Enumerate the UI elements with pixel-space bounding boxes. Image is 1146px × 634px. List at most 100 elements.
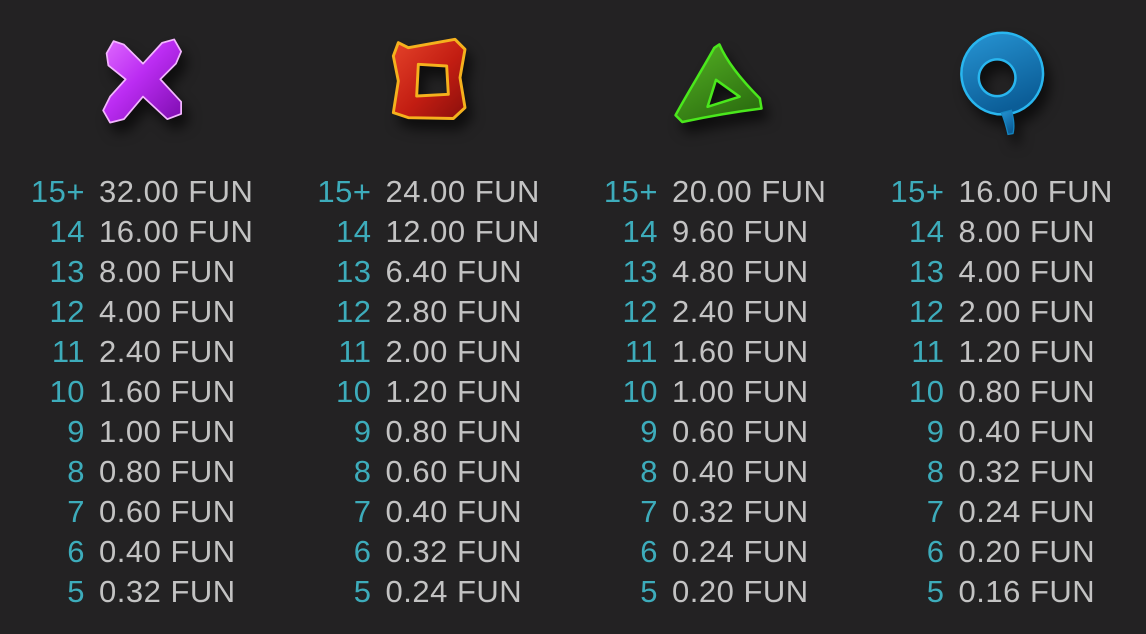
- paytable-column-square: 15+ 24.00 FUN 14 12.00 FUN 13 6.40 FUN 1…: [287, 0, 574, 634]
- match-count: 12: [49, 294, 85, 329]
- payout-value: 4.00 FUN: [958, 254, 1096, 289]
- payout-value: 32.00 FUN: [99, 174, 254, 209]
- paytable-row: 15+ 20.00 FUN: [573, 172, 860, 212]
- paytable-row: 11 2.00 FUN: [287, 332, 574, 372]
- match-count: 12: [336, 294, 372, 329]
- paytable-row: 6 0.32 FUN: [287, 532, 574, 572]
- payout-value: 0.20 FUN: [672, 574, 809, 609]
- payout-value: 16.00 FUN: [958, 174, 1113, 209]
- paytable-row: 13 8.00 FUN: [0, 252, 287, 292]
- match-count: 13: [909, 254, 945, 289]
- paytable-rows: 15+ 24.00 FUN 14 12.00 FUN 13 6.40 FUN 1…: [287, 172, 574, 612]
- paytable-row: 7 0.32 FUN: [573, 492, 860, 532]
- paytable-row: 13 6.40 FUN: [287, 252, 574, 292]
- paytable-row: 5 0.32 FUN: [0, 572, 287, 612]
- payout-value: 0.32 FUN: [99, 574, 236, 609]
- paytable-row: 8 0.40 FUN: [573, 452, 860, 492]
- payout-value: 2.40 FUN: [672, 294, 809, 329]
- match-count: 5: [353, 574, 372, 609]
- payout-value: 0.80 FUN: [99, 454, 236, 489]
- paytable-rows: 15+ 32.00 FUN 14 16.00 FUN 13 8.00 FUN 1…: [0, 172, 287, 612]
- paytable-row: 8 0.60 FUN: [287, 452, 574, 492]
- payout-value: 4.80 FUN: [672, 254, 809, 289]
- match-count: 7: [926, 494, 945, 529]
- paytable-column-triangle: 15+ 20.00 FUN 14 9.60 FUN 13 4.80 FUN 12…: [573, 0, 860, 634]
- match-count: 11: [338, 334, 372, 369]
- payout-value: 0.60 FUN: [672, 414, 809, 449]
- payout-value: 0.40 FUN: [958, 414, 1096, 449]
- paytable-rows: 15+ 20.00 FUN 14 9.60 FUN 13 4.80 FUN 12…: [573, 172, 860, 612]
- payout-value: 24.00 FUN: [385, 174, 540, 209]
- payout-value: 20.00 FUN: [672, 174, 827, 209]
- paytable-row: 10 1.20 FUN: [287, 372, 574, 412]
- payout-value: 1.00 FUN: [672, 374, 809, 409]
- match-count: 6: [926, 534, 945, 569]
- payout-value: 0.80 FUN: [958, 374, 1096, 409]
- payout-value: 0.24 FUN: [672, 534, 809, 569]
- payout-value: 2.00 FUN: [385, 334, 523, 369]
- match-count: 15+: [317, 174, 372, 209]
- payout-value: 8.00 FUN: [958, 214, 1096, 249]
- payout-value: 1.00 FUN: [99, 414, 236, 449]
- paytable-row: 9 1.00 FUN: [0, 412, 287, 452]
- paytable-row: 14 9.60 FUN: [573, 212, 860, 252]
- match-count: 15+: [30, 174, 85, 209]
- payout-value: 1.60 FUN: [99, 374, 236, 409]
- match-count: 9: [67, 414, 85, 449]
- payout-value: 0.20 FUN: [958, 534, 1096, 569]
- match-count: 9: [640, 414, 658, 449]
- match-count: 8: [926, 454, 945, 489]
- payout-value: 0.40 FUN: [99, 534, 236, 569]
- payout-value: 0.60 FUN: [99, 494, 236, 529]
- payout-value: 0.24 FUN: [958, 494, 1096, 529]
- match-count: 14: [622, 214, 658, 249]
- match-count: 15+: [603, 174, 658, 209]
- match-count: 15+: [890, 174, 945, 209]
- paytable-column-cross: 15+ 32.00 FUN 14 16.00 FUN 13 8.00 FUN 1…: [0, 0, 287, 634]
- paytable-row: 12 4.00 FUN: [0, 292, 287, 332]
- payout-value: 2.40 FUN: [99, 334, 236, 369]
- paytable-row: 9 0.80 FUN: [287, 412, 574, 452]
- paytable-row: 11 1.20 FUN: [860, 332, 1146, 372]
- match-count: 10: [622, 374, 658, 409]
- match-count: 10: [49, 374, 85, 409]
- match-count: 5: [640, 574, 658, 609]
- match-count: 11: [624, 334, 658, 369]
- payout-value: 8.00 FUN: [99, 254, 236, 289]
- payout-value: 9.60 FUN: [672, 214, 809, 249]
- paytable-row: 14 8.00 FUN: [860, 212, 1146, 252]
- paytable-row: 12 2.80 FUN: [287, 292, 574, 332]
- match-count: 10: [336, 374, 372, 409]
- match-count: 5: [926, 574, 945, 609]
- payout-value: 0.40 FUN: [672, 454, 809, 489]
- paytable-rows: 15+ 16.00 FUN 14 8.00 FUN 13 4.00 FUN 12…: [860, 172, 1146, 612]
- green-triangle-icon: [657, 6, 775, 156]
- paytable-row: 10 1.60 FUN: [0, 372, 287, 412]
- match-count: 9: [353, 414, 372, 449]
- match-count: 11: [911, 334, 945, 369]
- payout-value: 0.32 FUN: [958, 454, 1096, 489]
- paytable-row: 6 0.20 FUN: [860, 532, 1146, 572]
- paytable-row: 13 4.00 FUN: [860, 252, 1146, 292]
- paytable-row: 8 0.80 FUN: [0, 452, 287, 492]
- payout-value: 4.00 FUN: [99, 294, 236, 329]
- paytable-row: 15+ 32.00 FUN: [0, 172, 287, 212]
- paytable-row: 14 16.00 FUN: [0, 212, 287, 252]
- match-count: 6: [67, 534, 85, 569]
- match-count: 14: [336, 214, 372, 249]
- payout-value: 12.00 FUN: [385, 214, 540, 249]
- match-count: 13: [49, 254, 85, 289]
- paytable-row: 10 0.80 FUN: [860, 372, 1146, 412]
- payout-value: 0.60 FUN: [385, 454, 523, 489]
- match-count: 8: [353, 454, 372, 489]
- match-count: 7: [640, 494, 658, 529]
- match-count: 14: [909, 214, 945, 249]
- paytable-row: 12 2.40 FUN: [573, 292, 860, 332]
- paytable-row: 5 0.24 FUN: [287, 572, 574, 612]
- paytable-row: 9 0.40 FUN: [860, 412, 1146, 452]
- payout-value: 0.32 FUN: [672, 494, 809, 529]
- match-count: 13: [336, 254, 372, 289]
- paytable-row: 9 0.60 FUN: [573, 412, 860, 452]
- paytable-row: 8 0.32 FUN: [860, 452, 1146, 492]
- match-count: 11: [51, 334, 85, 369]
